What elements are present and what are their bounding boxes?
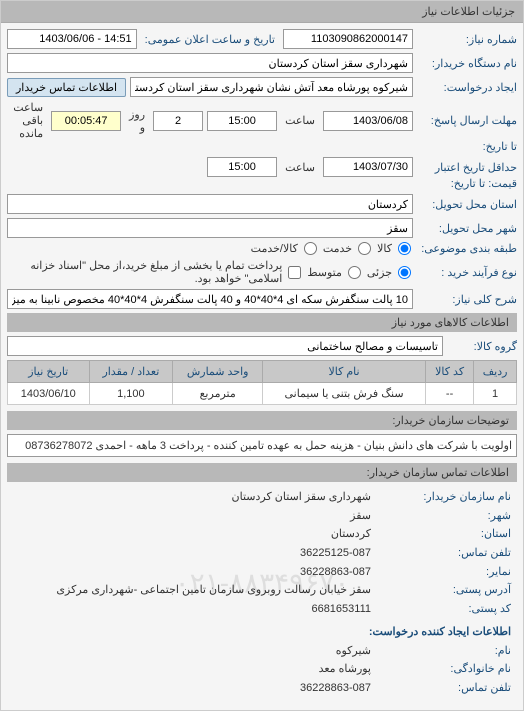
deadline-label: مهلت ارسال پاسخ:	[417, 114, 517, 127]
radio-medium-label: متوسط	[307, 266, 342, 279]
deadline-date-input[interactable]	[323, 111, 413, 131]
checkbox-payment[interactable]	[288, 266, 301, 279]
delivery-state-label: استان محل تحویل:	[417, 198, 517, 211]
th-name: نام کالا	[263, 361, 426, 383]
group-label: گروه کالا:	[447, 340, 517, 353]
desc-section-title: توضیحات سازمان خریدار:	[7, 411, 517, 430]
td-qty: 1,100	[89, 383, 173, 405]
phone-value: 36225125-087	[300, 547, 371, 559]
panel-title: جزئیات اطلاعات نیاز	[1, 1, 523, 23]
delivery-city-label: شهر محل تحویل:	[417, 222, 517, 235]
radio-partial[interactable]	[398, 266, 411, 279]
td-code: --	[425, 383, 473, 405]
address-label: آدرس پستی:	[371, 581, 511, 600]
family-label: نام خانوادگی:	[371, 660, 511, 679]
time-label-2: ساعت	[281, 161, 319, 174]
city-label: شهر:	[371, 507, 511, 526]
org-label: نام سازمان خریدار:	[371, 488, 511, 507]
process-label: نوع فرآیند خرید :	[417, 266, 517, 279]
category-label: طبقه بندی موضوعی:	[417, 242, 517, 255]
need-number-input[interactable]	[283, 29, 413, 49]
remain-time-input[interactable]	[51, 111, 121, 131]
req-creator-title: اطلاعات ایجاد کننده درخواست:	[13, 623, 511, 642]
table-row: 1 -- سنگ فرش بتنی یا سیمانی مترمربع 1,10…	[8, 383, 517, 405]
group-input[interactable]	[7, 336, 443, 356]
days-label: روز و	[125, 108, 149, 134]
public-date-label: تاریخ و ساعت اعلان عمومی:	[141, 33, 279, 46]
validity-time-input[interactable]	[207, 157, 277, 177]
validity-date-input[interactable]	[323, 157, 413, 177]
public-date-input[interactable]	[7, 29, 137, 49]
radio-khadmat-label: خدمت	[323, 242, 352, 255]
validity-sub-label: قیمت: تا تاریخ:	[417, 177, 517, 190]
buyer-label: نام دستگاه خریدار:	[417, 57, 517, 70]
postal-value: 6681653111	[311, 603, 371, 615]
until-label: تا تاریخ:	[417, 140, 517, 153]
postal-label: کد پستی:	[371, 600, 511, 619]
goods-table: ردیف کد کالا نام کالا واحد شمارش تعداد /…	[7, 360, 517, 405]
request-input[interactable]	[130, 77, 413, 97]
th-qty: تعداد / مقدار	[89, 361, 173, 383]
desc-text: اولویت با شرکت های دانش بنیان - هزینه حم…	[7, 434, 517, 457]
buyer-input[interactable]	[7, 53, 413, 73]
address-value: سقز خیابان رسالت روبروی سازمان تامین اجت…	[56, 584, 371, 596]
need-number-label: شماره نیاز:	[417, 33, 517, 46]
time-label-1: ساعت	[281, 114, 319, 127]
th-row: ردیف	[474, 361, 517, 383]
radio-kala-label: کالا	[377, 242, 392, 255]
state-value: کردستان	[331, 528, 371, 540]
th-code: کد کالا	[425, 361, 473, 383]
radio-kala[interactable]	[398, 242, 411, 255]
name-label: نام:	[371, 642, 511, 661]
td-date: 1403/06/10	[8, 383, 90, 405]
req-phone-label: تلفن تماس:	[371, 679, 511, 698]
radio-both-label: کالا/خدمت	[251, 242, 298, 255]
td-name: سنگ فرش بتنی یا سیمانی	[263, 383, 426, 405]
family-value: پورشاه معد	[319, 663, 371, 675]
td-row: 1	[474, 383, 517, 405]
deadline-time-input[interactable]	[207, 111, 277, 131]
radio-medium[interactable]	[348, 266, 361, 279]
td-unit: مترمربع	[173, 383, 263, 405]
payment-note: پرداخت تمام یا بخشی از مبلغ خرید،از محل …	[7, 259, 282, 285]
org-value: شهرداری سقز استان کردستان	[232, 491, 371, 503]
remain-label: ساعت باقی مانده	[7, 101, 47, 140]
need-title-input[interactable]	[7, 289, 413, 309]
state-label: استان:	[371, 525, 511, 544]
validity-label: حداقل تاریخ اعتبار	[417, 161, 517, 174]
radio-both[interactable]	[304, 242, 317, 255]
name-value: شیرکوه	[336, 645, 371, 657]
contact-buyer-button[interactable]: اطلاعات تماس خریدار	[7, 78, 126, 97]
req-phone-value: 36228863-087	[300, 682, 371, 694]
phone-label: تلفن تماس:	[371, 544, 511, 563]
request-label: ایجاد درخواست:	[417, 81, 517, 94]
need-title-label: شرح کلی نیاز:	[417, 293, 517, 306]
delivery-state-input[interactable]	[7, 194, 413, 214]
fax-label: نمایر:	[371, 563, 511, 582]
th-date: تاریخ نیاز	[8, 361, 90, 383]
delivery-city-input[interactable]	[7, 218, 413, 238]
city-value: سقز	[350, 510, 371, 522]
goods-section-title: اطلاعات کالاهای مورد نیاز	[7, 313, 517, 332]
days-count-input[interactable]	[153, 111, 203, 131]
th-unit: واحد شمارش	[173, 361, 263, 383]
contact-section-title: اطلاعات تماس سازمان خریدار:	[7, 463, 517, 482]
radio-partial-label: جزئی	[367, 266, 392, 279]
radio-khadmat[interactable]	[358, 242, 371, 255]
